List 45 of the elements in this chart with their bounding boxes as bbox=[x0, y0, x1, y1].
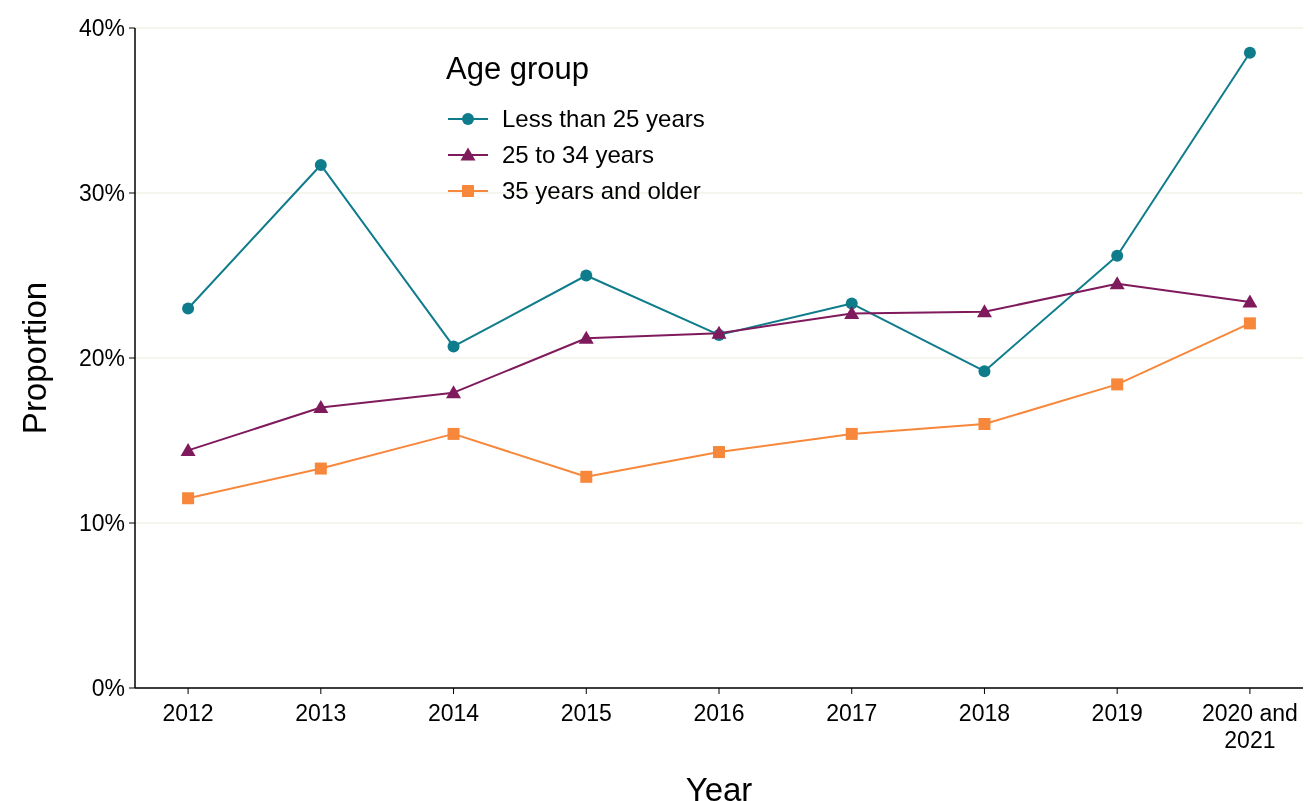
point bbox=[182, 492, 195, 505]
point bbox=[845, 297, 858, 310]
y-tick-label: 20% bbox=[78, 345, 125, 372]
x-tick-label: 2019 bbox=[1091, 700, 1143, 726]
point bbox=[314, 158, 327, 171]
x-axis-title: Year bbox=[685, 771, 753, 801]
point bbox=[978, 365, 991, 378]
point bbox=[580, 470, 593, 483]
point bbox=[447, 427, 460, 440]
point bbox=[1111, 378, 1124, 391]
point bbox=[845, 427, 858, 440]
point bbox=[713, 446, 725, 459]
point bbox=[1242, 294, 1258, 308]
x-tick-label: 2012 bbox=[162, 700, 214, 726]
point bbox=[580, 269, 593, 282]
point bbox=[1111, 249, 1124, 262]
legend-label: Less than 25 years bbox=[502, 105, 705, 133]
x-tick-label: 2018 bbox=[958, 700, 1011, 726]
point bbox=[182, 302, 195, 315]
y-tick-label: 40% bbox=[78, 15, 125, 42]
x-tick-label: 2016 bbox=[693, 700, 745, 726]
point bbox=[447, 340, 460, 353]
point bbox=[313, 400, 329, 413]
legend-title: Age group bbox=[446, 50, 590, 86]
x-tick-label: 2013 bbox=[295, 700, 347, 726]
point bbox=[1243, 317, 1256, 330]
point bbox=[976, 304, 992, 318]
point bbox=[446, 385, 462, 399]
x-tick-label: 2015 bbox=[560, 700, 612, 726]
point bbox=[844, 305, 860, 319]
point bbox=[1109, 276, 1125, 290]
point bbox=[1243, 46, 1256, 59]
y-tick-label: 10% bbox=[78, 510, 125, 537]
legend-label: 25 to 34 years bbox=[502, 141, 655, 169]
point bbox=[180, 442, 196, 456]
point bbox=[978, 418, 991, 430]
x-tick-label: 2020 and 2021 bbox=[1201, 700, 1298, 753]
x-tick-label: 2017 bbox=[826, 700, 878, 726]
point bbox=[314, 462, 327, 475]
y-tick-label: 30% bbox=[78, 180, 125, 207]
point bbox=[578, 330, 594, 344]
legend-label: 35 years and older bbox=[502, 177, 701, 205]
y-axis-title: Proportion bbox=[16, 281, 53, 435]
x-tick-label: 2014 bbox=[427, 700, 480, 726]
y-tick-label: 0% bbox=[91, 675, 125, 702]
